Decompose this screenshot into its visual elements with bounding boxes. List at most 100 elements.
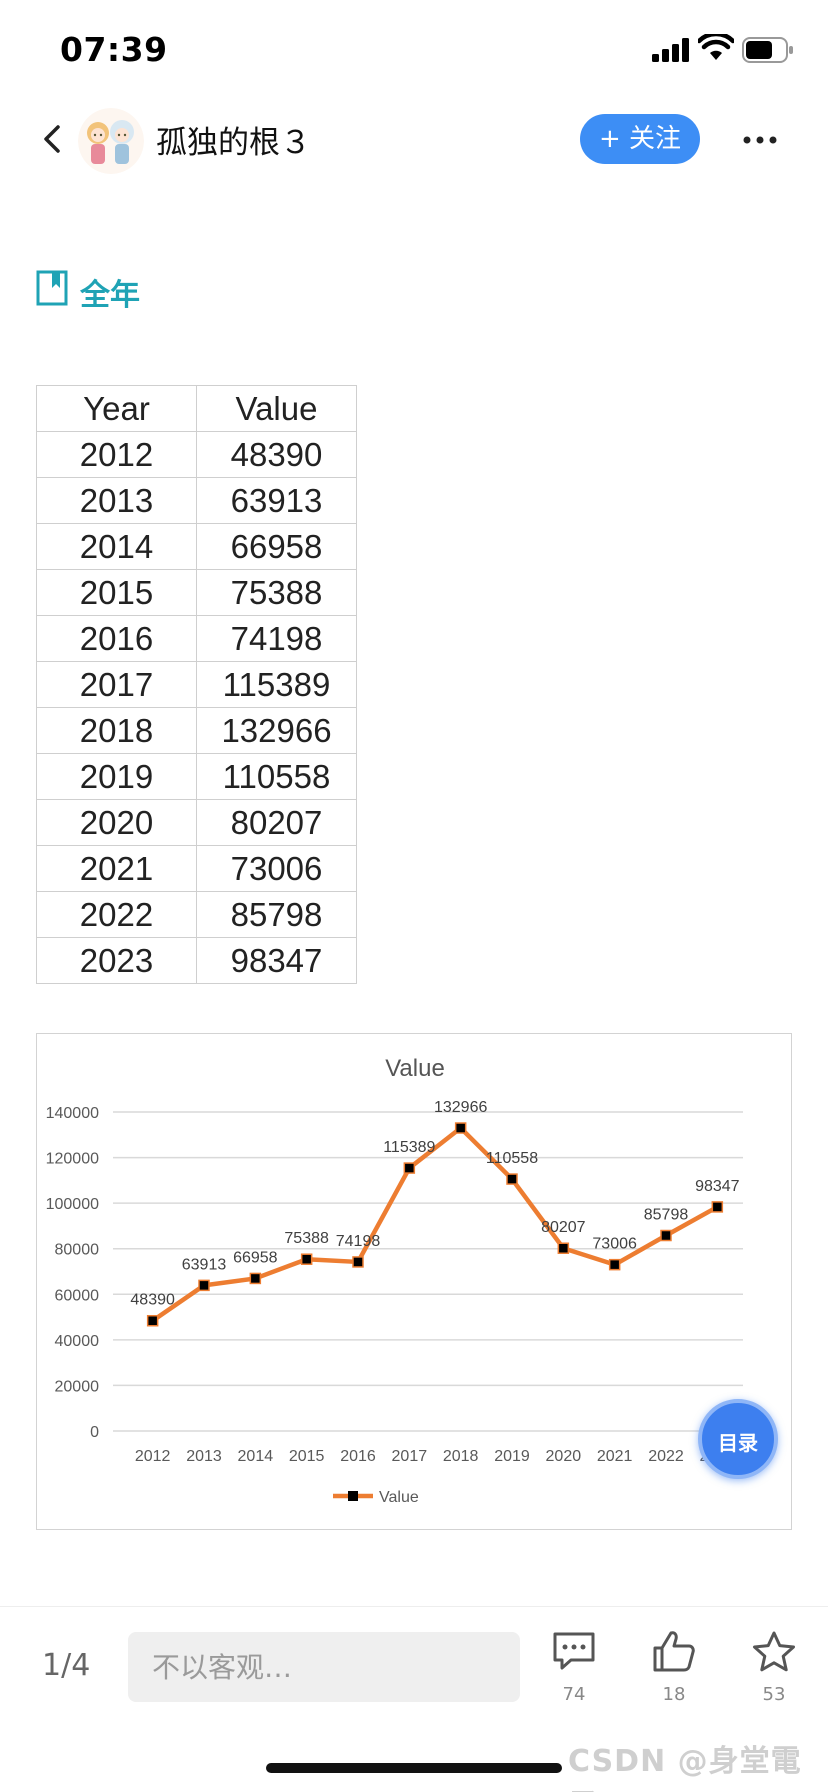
year-cell: 2013 (36, 477, 197, 524)
y-tick-label: 120000 (46, 1151, 99, 1168)
value-cell: 115389 (196, 661, 357, 708)
chart-title: Value (385, 1055, 445, 1082)
x-tick-label: 2016 (340, 1448, 376, 1465)
year-cell: 2014 (36, 523, 197, 570)
x-tick-label: 2020 (546, 1448, 582, 1465)
table-row: 2021 73006 (36, 845, 357, 892)
thumbs-up-icon (653, 1631, 695, 1672)
data-label: 48390 (130, 1292, 175, 1309)
data-label: 115389 (383, 1139, 435, 1156)
column-header-value: Value (196, 385, 357, 432)
section-title: 全年 (80, 278, 140, 313)
chart-canvas: Value 0 20000 40000 60000 80000 100000 120000 1… (46, 1055, 743, 1506)
table-row: 2015 75388 (36, 569, 357, 616)
data-point (403, 1162, 416, 1174)
x-axis-ticks: 2012 2013 2014 2015 2016 2017 2018 2019 2020 2021… (135, 1448, 735, 1465)
home-indicator (266, 1763, 562, 1773)
column-header-year: Year (36, 385, 197, 432)
year-cell: 2019 (36, 753, 197, 800)
table-header-row: Year Value (36, 385, 357, 432)
y-tick-label: 40000 (55, 1333, 100, 1350)
author-name[interactable]: 孤独的根３ (156, 125, 311, 161)
value-cell: 66958 (196, 523, 357, 570)
more-options-icon[interactable] (740, 128, 780, 152)
data-point (300, 1253, 313, 1265)
table-row: 2016 74198 (36, 615, 357, 662)
table-row: 2013 63913 (36, 477, 357, 524)
value-cell: 132966 (196, 707, 357, 754)
x-tick-label: 2014 (238, 1448, 274, 1465)
data-label: 80207 (541, 1219, 586, 1236)
value-cell: 73006 (196, 845, 357, 892)
data-label: 73006 (592, 1236, 637, 1253)
year-cell: 2021 (36, 845, 197, 892)
data-label: 85798 (644, 1207, 689, 1224)
like-button[interactable]: 18 (644, 1630, 704, 1705)
comment-input[interactable] (128, 1632, 520, 1702)
cellular-signal-icon (652, 38, 689, 62)
value-cell: 48390 (196, 431, 357, 478)
data-point (506, 1173, 518, 1185)
data-point (454, 1122, 467, 1134)
value-cell: 110558 (196, 753, 357, 800)
favorite-button[interactable]: 53 (744, 1630, 804, 1705)
battery-icon (742, 37, 793, 63)
author-avatar[interactable] (78, 108, 144, 174)
data-label: 75388 (284, 1230, 329, 1247)
y-tick-label: 100000 (46, 1196, 99, 1213)
table-row: 2012 48390 (36, 431, 357, 478)
year-cell: 2022 (36, 891, 197, 938)
year-cell: 2023 (36, 937, 197, 984)
comment-icon (553, 1632, 595, 1670)
table-row: 2017 115389 (36, 661, 357, 708)
data-point (352, 1256, 364, 1268)
y-tick-label: 20000 (55, 1378, 100, 1395)
x-tick-label: 2022 (648, 1448, 684, 1465)
table-of-contents-button[interactable]: 目录 (698, 1399, 778, 1479)
data-label: 74198 (336, 1233, 381, 1250)
data-point (608, 1258, 621, 1271)
y-tick-label: 140000 (46, 1105, 99, 1122)
data-point (249, 1272, 262, 1285)
y-tick-label: 80000 (55, 1242, 100, 1259)
data-point (557, 1242, 570, 1254)
series-line (151, 1125, 719, 1323)
y-tick-label: 60000 (55, 1287, 100, 1304)
value-cell: 75388 (196, 569, 357, 616)
table-row: 2018 132966 (36, 707, 357, 754)
data-label: 110558 (486, 1150, 538, 1167)
favorite-count: 53 (762, 1684, 786, 1705)
x-tick-label: 2012 (135, 1448, 171, 1465)
data-point (198, 1279, 210, 1292)
comment-button[interactable]: 74 (544, 1630, 604, 1705)
like-count: 18 (662, 1684, 686, 1705)
year-cell: 2018 (36, 707, 197, 754)
x-tick-label: 2013 (186, 1448, 222, 1465)
legend-swatch-marker (348, 1491, 358, 1501)
data-label: 63913 (182, 1256, 227, 1273)
table-row: 2023 98347 (36, 937, 357, 984)
year-cell: 2015 (36, 569, 197, 616)
value-cell: 80207 (196, 799, 357, 846)
line-chart: Value 0 20000 40000 60000 80000 100000 120000 1… (36, 1033, 792, 1530)
data-point (660, 1229, 672, 1242)
data-label: 66958 (233, 1249, 278, 1266)
star-icon (753, 1631, 795, 1672)
chart-gridlines (113, 1111, 743, 1432)
follow-button[interactable]: + 关注 (580, 114, 700, 164)
data-table: Year Value 2012 48390 2013 63913 2014 66958… (36, 385, 357, 984)
back-arrow-icon[interactable] (40, 124, 66, 154)
x-tick-label: 2018 (443, 1448, 479, 1465)
x-tick-label: 2015 (289, 1448, 325, 1465)
year-cell: 2012 (36, 431, 197, 478)
y-tick-label: 0 (90, 1424, 99, 1441)
value-cell: 63913 (196, 477, 357, 524)
watermark: CSDN @身堂電子 (568, 1744, 802, 1792)
data-label: 132966 (434, 1099, 487, 1116)
chart-legend: Value (333, 1489, 419, 1506)
table-row: 2022 85798 (36, 891, 357, 938)
table-row: 2020 80207 (36, 799, 357, 846)
x-tick-label: 2019 (494, 1448, 530, 1465)
status-time: 07:39 (60, 30, 168, 69)
table-row: 2019 110558 (36, 753, 357, 800)
